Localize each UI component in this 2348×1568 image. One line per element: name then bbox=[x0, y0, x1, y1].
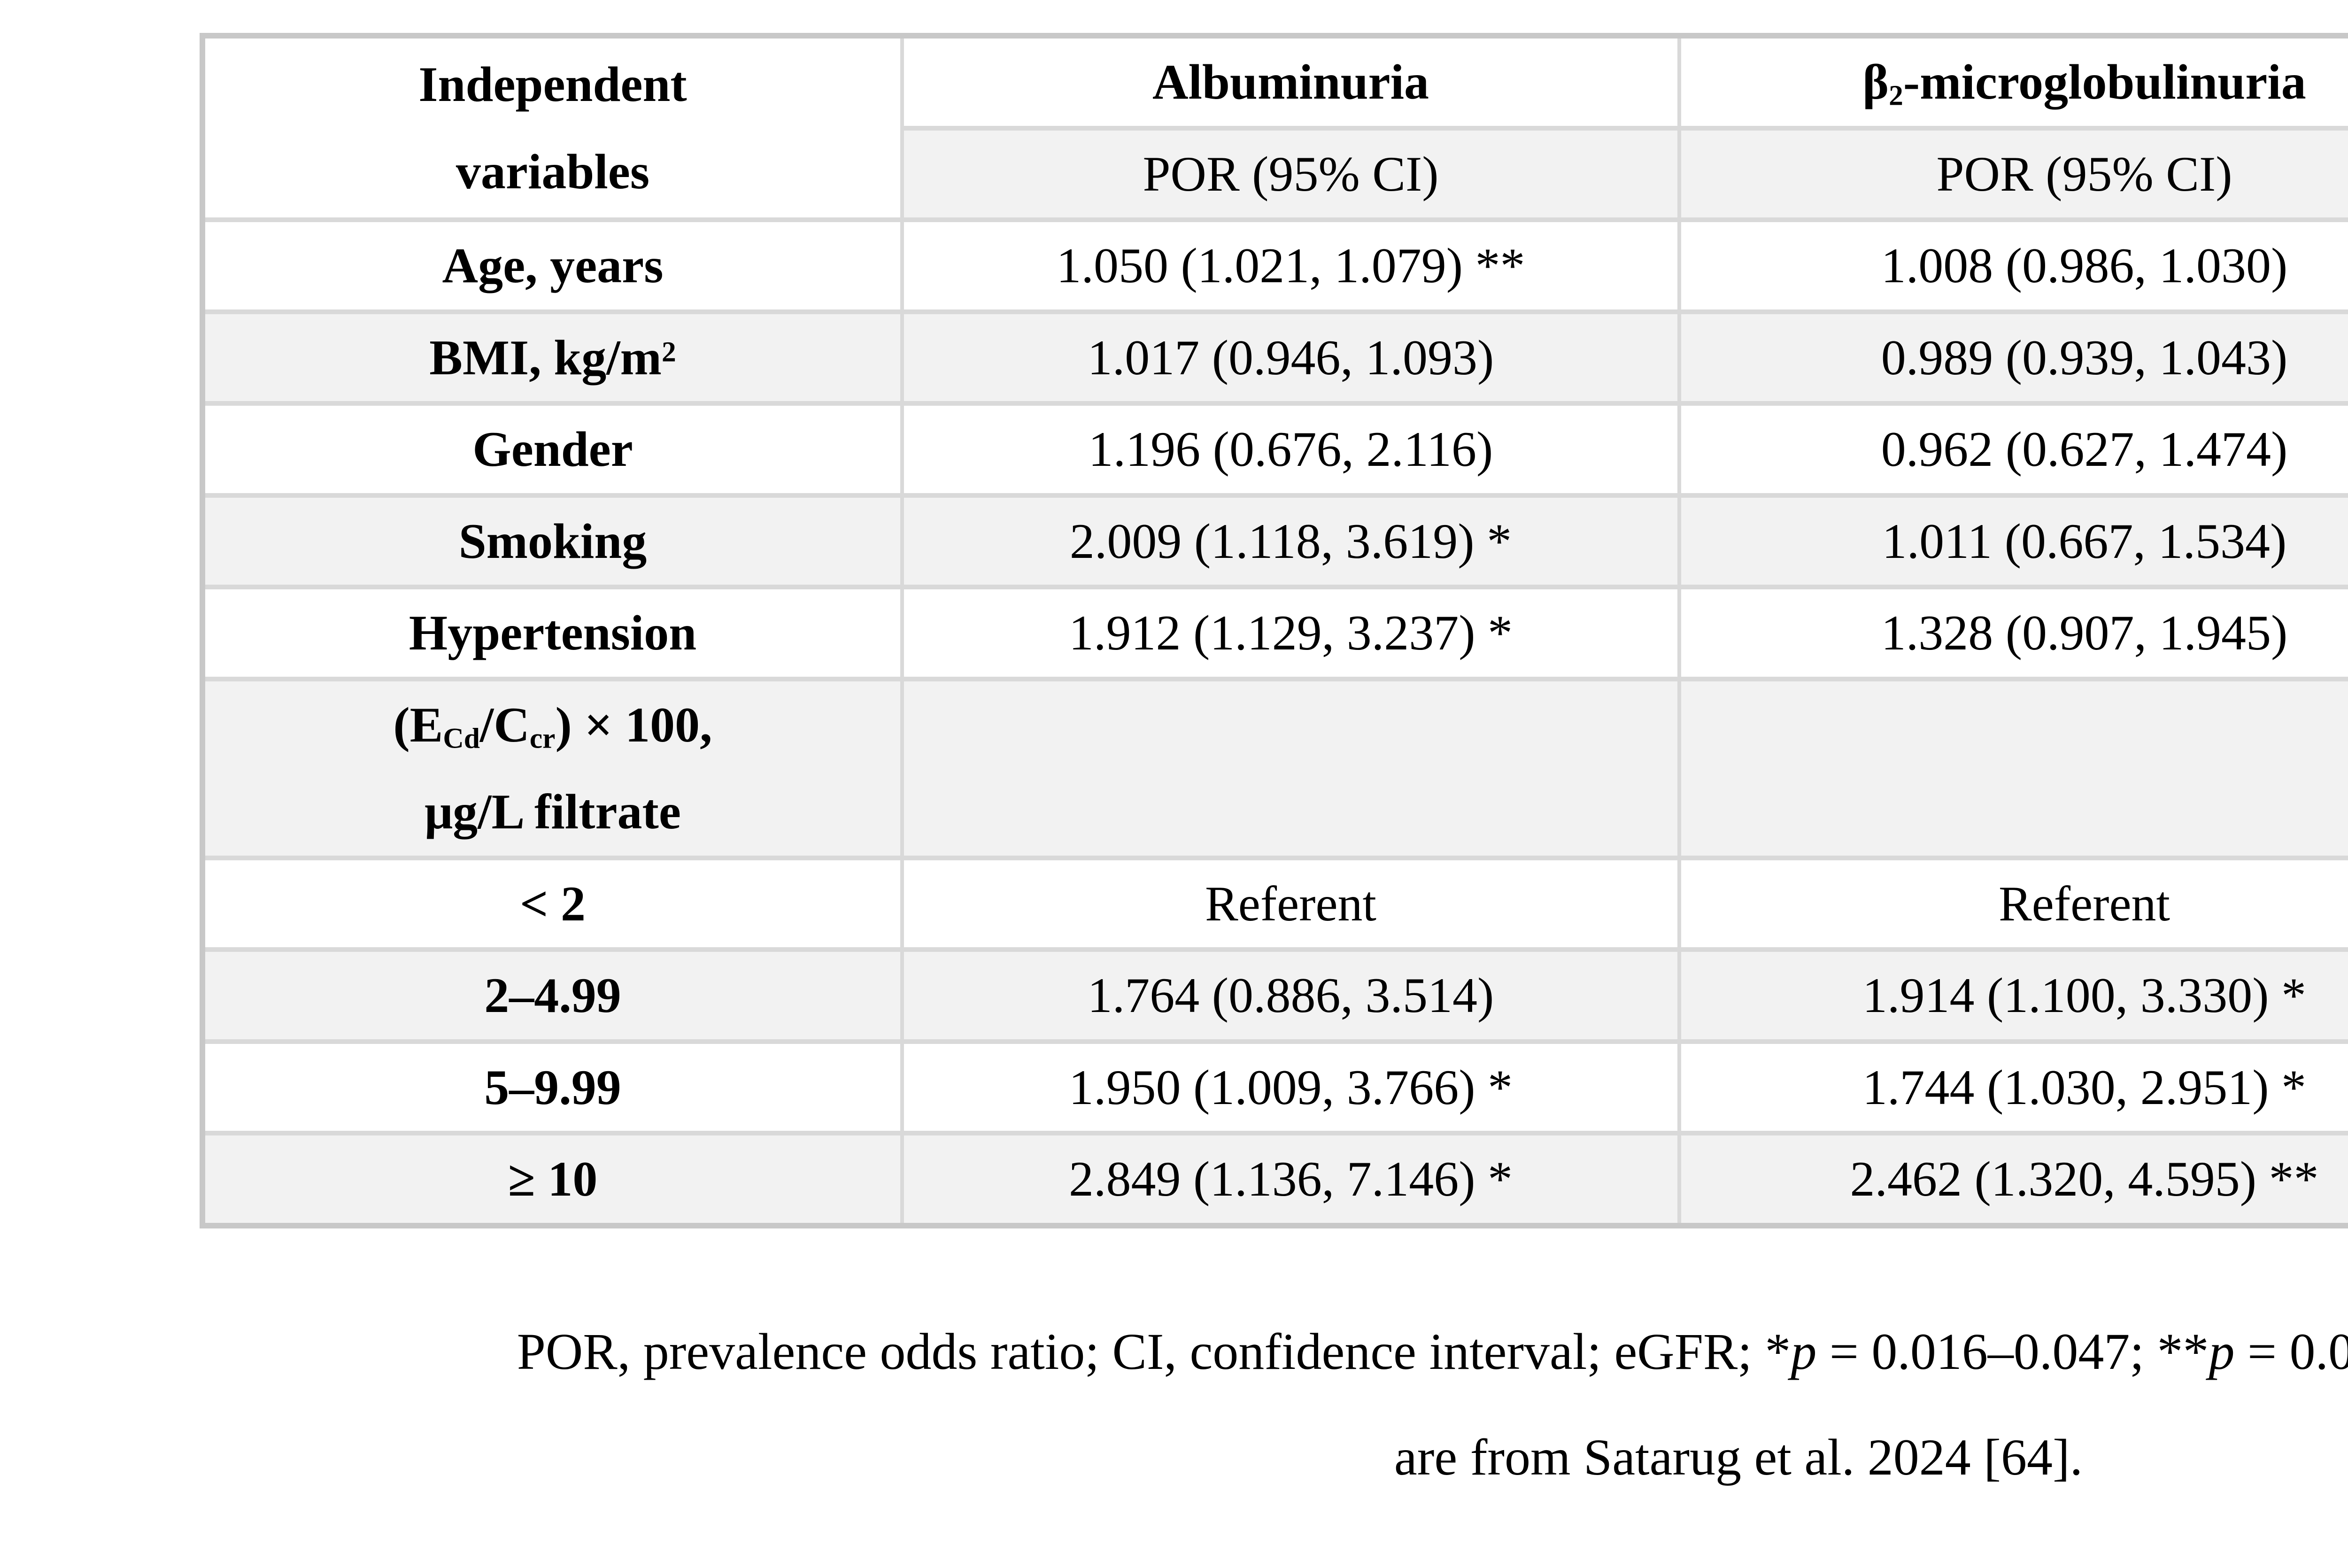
table-row-smoking: Smoking 2.009 (1.118, 3.619) * 1.011 (0.… bbox=[201, 493, 2348, 589]
ecd-text-b: /C bbox=[479, 697, 530, 752]
subheader-por-beta2: POR (95% CI) bbox=[1677, 125, 2348, 222]
table-cell: 1.764 (0.886, 3.514) bbox=[900, 947, 1681, 1044]
beta-symbol: β bbox=[1862, 54, 1889, 109]
table-cell: 2.462 (1.320, 4.595) ** bbox=[1677, 1131, 2348, 1228]
footnote-text: = 0.001–0.005; *** bbox=[2247, 1322, 2348, 1380]
bmi-superscript: 2 bbox=[661, 335, 676, 368]
table-body: Age, years 1.050 (1.021, 1.079) ** 1.008… bbox=[201, 217, 2348, 1228]
ecd-text-a: (E bbox=[393, 697, 443, 752]
table-cell-empty bbox=[900, 676, 1681, 860]
ecd-subscript-cr: cr bbox=[529, 722, 556, 755]
table-cell: 1.914 (1.100, 3.330) * bbox=[1677, 947, 2348, 1044]
row-label-smoking: Smoking bbox=[201, 493, 904, 589]
header-beta2-microglobulinuria: β2-microglobulinuria bbox=[1677, 33, 2348, 131]
table-cell: 1.744 (1.030, 2.951) * bbox=[1677, 1039, 2348, 1135]
header-independent-line2: variables bbox=[456, 144, 650, 199]
footnote-line1: POR, prevalence odds ratio; CI, confiden… bbox=[0, 1299, 2348, 1405]
table-row-age: Age, years 1.050 (1.021, 1.079) ** 1.008… bbox=[201, 217, 2348, 314]
bmi-label-text: BMI, kg/m bbox=[429, 330, 662, 385]
table-cell: 1.196 (0.676, 2.116) bbox=[900, 401, 1681, 498]
header-albuminuria: Albuminuria bbox=[900, 33, 1681, 131]
table-cell: Referent bbox=[1677, 855, 2348, 952]
beta-subscript: 2 bbox=[1889, 79, 1903, 112]
row-label-ge10: ≥ 10 bbox=[201, 1131, 904, 1228]
row-label-5-999: 5–9.99 bbox=[201, 1039, 904, 1135]
header-row-titles: Independent variables Albuminuria β2-mic… bbox=[201, 33, 2348, 222]
row-label-age: Age, years bbox=[201, 217, 904, 314]
ecd-subscript-cd: Cd bbox=[443, 722, 480, 755]
ecd-label-line1: (ECd/Ccr) × 100, bbox=[215, 684, 891, 769]
row-label-lt2: < 2 bbox=[201, 855, 904, 952]
table-cell: 1.011 (0.667, 1.534) bbox=[1677, 493, 2348, 589]
table-row-ge10: ≥ 10 2.849 (1.136, 7.146) * 2.462 (1.320… bbox=[201, 1131, 2348, 1228]
footnote-text: = 0.016–0.047; ** bbox=[1816, 1322, 2209, 1380]
table-cell: 1.017 (0.946, 1.093) bbox=[900, 309, 1681, 406]
beta-rest: -microglobulinuria bbox=[1903, 54, 2306, 109]
table-cell: Referent bbox=[900, 855, 1681, 952]
footnote-line2: are from Satarug et al. 2024 [64]. bbox=[1394, 1428, 2083, 1486]
table-cell: 0.989 (0.939, 1.043) bbox=[1677, 309, 2348, 406]
footnote-p-italic: p bbox=[1791, 1322, 1817, 1380]
table-row-2-499: 2–4.99 1.764 (0.886, 3.514) 1.914 (1.100… bbox=[201, 947, 2348, 1044]
footnote-p-italic: p bbox=[2209, 1322, 2235, 1380]
table-cell: 2.009 (1.118, 3.619) * bbox=[900, 493, 1681, 589]
table-row-hypertension: Hypertension 1.912 (1.129, 3.237) * 1.32… bbox=[201, 585, 2348, 681]
table-row-5-999: 5–9.99 1.950 (1.009, 3.766) * 1.744 (1.0… bbox=[201, 1039, 2348, 1135]
ecd-label-line2: μg/L filtrate bbox=[425, 784, 681, 839]
table-row-ecd-ccr: (ECd/Ccr) × 100, μg/L filtrate bbox=[201, 676, 2348, 860]
header-row-por: POR (95% CI) POR (95% CI) POR (95% CI) bbox=[202, 125, 2348, 222]
table-cell: 1.050 (1.021, 1.079) ** bbox=[900, 217, 1681, 314]
table-footnote: POR, prevalence odds ratio; CI, confiden… bbox=[0, 1299, 2348, 1510]
header-independent-variables: Independent variables bbox=[201, 33, 904, 222]
row-label-bmi: BMI, kg/m2 bbox=[201, 309, 904, 406]
table-header: Independent variables Albuminuria β2-mic… bbox=[201, 33, 2348, 222]
table-cell: 1.008 (0.986, 1.030) bbox=[1677, 217, 2348, 314]
subheader-por-albuminuria: POR (95% CI) bbox=[900, 125, 1681, 222]
row-label-2-499: 2–4.99 bbox=[201, 947, 904, 1044]
row-label-gender: Gender bbox=[201, 401, 904, 498]
table-cell: 1.328 (0.907, 1.945) bbox=[1677, 585, 2348, 681]
table-cell: 1.950 (1.009, 3.766) * bbox=[900, 1039, 1681, 1135]
table-row-lt2: < 2 Referent Referent Referent bbox=[201, 855, 2348, 952]
ecd-text-c: ) × 100, bbox=[555, 697, 712, 752]
table-cell: 1.912 (1.129, 3.237) * bbox=[900, 585, 1681, 681]
footnote-text: POR, prevalence odds ratio; CI, confiden… bbox=[517, 1322, 1791, 1380]
table-cell-empty bbox=[1677, 676, 2348, 860]
header-independent-line1: Independent bbox=[418, 57, 687, 112]
table-row-bmi: BMI, kg/m2 1.017 (0.946, 1.093) 0.989 (0… bbox=[201, 309, 2348, 406]
row-label-hypertension: Hypertension bbox=[201, 585, 904, 681]
row-label-ecd-ccr: (ECd/Ccr) × 100, μg/L filtrate bbox=[201, 676, 904, 860]
table-row-gender: Gender 1.196 (0.676, 2.116) 0.962 (0.627… bbox=[201, 401, 2348, 498]
page-content: Independent variables Albuminuria β2-mic… bbox=[200, 33, 2348, 1228]
table-cell: 0.962 (0.627, 1.474) bbox=[1677, 401, 2348, 498]
results-table: Independent variables Albuminuria β2-mic… bbox=[200, 33, 2348, 1228]
table-cell: 2.849 (1.136, 7.146) * bbox=[900, 1131, 1681, 1228]
